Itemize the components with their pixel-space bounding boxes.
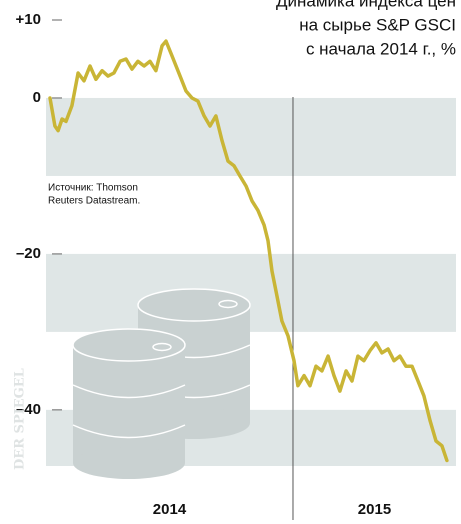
barrel-bottom — [73, 447, 185, 479]
chart-title: на сырье S&P GSCI — [299, 15, 456, 34]
band — [46, 253, 456, 332]
index-line — [48, 39, 449, 463]
barrels-illustration — [72, 288, 251, 479]
y-tick-label: –40 — [16, 401, 41, 418]
band — [46, 97, 456, 176]
barrel-body — [73, 345, 185, 463]
barrel-top — [137, 288, 251, 322]
chart-title: Динамика индекса цен — [276, 0, 456, 10]
source-line: Reuters Datastream. — [48, 196, 140, 207]
y-tick-label: –20 — [16, 245, 41, 262]
barrel-cap — [152, 342, 172, 352]
barrel-top — [72, 328, 186, 362]
chart-title: с начала 2014 г., % — [306, 39, 456, 58]
y-tick-label: 0 — [33, 89, 41, 106]
x-tick-label: 2015 — [358, 501, 391, 518]
barrel-cap — [218, 299, 238, 309]
barrel-hoops — [72, 384, 186, 439]
x-tick-label: 2014 — [153, 501, 187, 518]
y-tick-label: +10 — [16, 11, 41, 28]
watermark: DER SPIEGEL — [13, 368, 28, 470]
source-line: Источник: Thomson — [48, 183, 138, 194]
